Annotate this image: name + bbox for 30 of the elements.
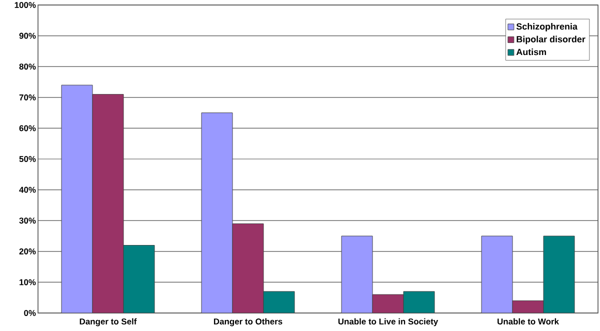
y-tick-label: 70% — [19, 94, 36, 100]
y-tick-label: 90% — [19, 32, 36, 39]
y-tick-label: 10% — [20, 279, 36, 286]
bar — [263, 291, 295, 313]
x-tick-label: Danger to Self — [80, 318, 137, 326]
y-tick-label: 60% — [19, 125, 36, 132]
y-tick-label: 0% — [24, 310, 36, 316]
bar — [92, 94, 124, 313]
bar — [481, 236, 513, 313]
legend-label: Autism — [516, 48, 546, 56]
bar — [543, 236, 575, 313]
bar — [232, 223, 264, 313]
y-tick-label: 100% — [14, 2, 36, 8]
bar — [512, 300, 544, 313]
bar — [201, 112, 233, 313]
x-tick-label: Unable to Live in Society — [338, 318, 438, 326]
y-tick-label: 40% — [19, 186, 36, 193]
legend-label: Schizophrenia — [516, 23, 578, 32]
x-tick-label: Danger to Others — [214, 318, 282, 326]
bar — [61, 84, 93, 313]
legend-label: Bipolar disorder — [516, 36, 586, 44]
y-tick-label: 80% — [19, 64, 36, 70]
y-tick-label: 30% — [19, 218, 36, 224]
bar — [341, 236, 373, 313]
bar — [403, 291, 435, 313]
y-tick-label: 50% — [19, 156, 36, 162]
bar — [372, 294, 404, 313]
y-tick-label: 20% — [19, 248, 36, 254]
x-tick-label: Unable to Work — [498, 318, 559, 324]
bar — [123, 244, 155, 313]
